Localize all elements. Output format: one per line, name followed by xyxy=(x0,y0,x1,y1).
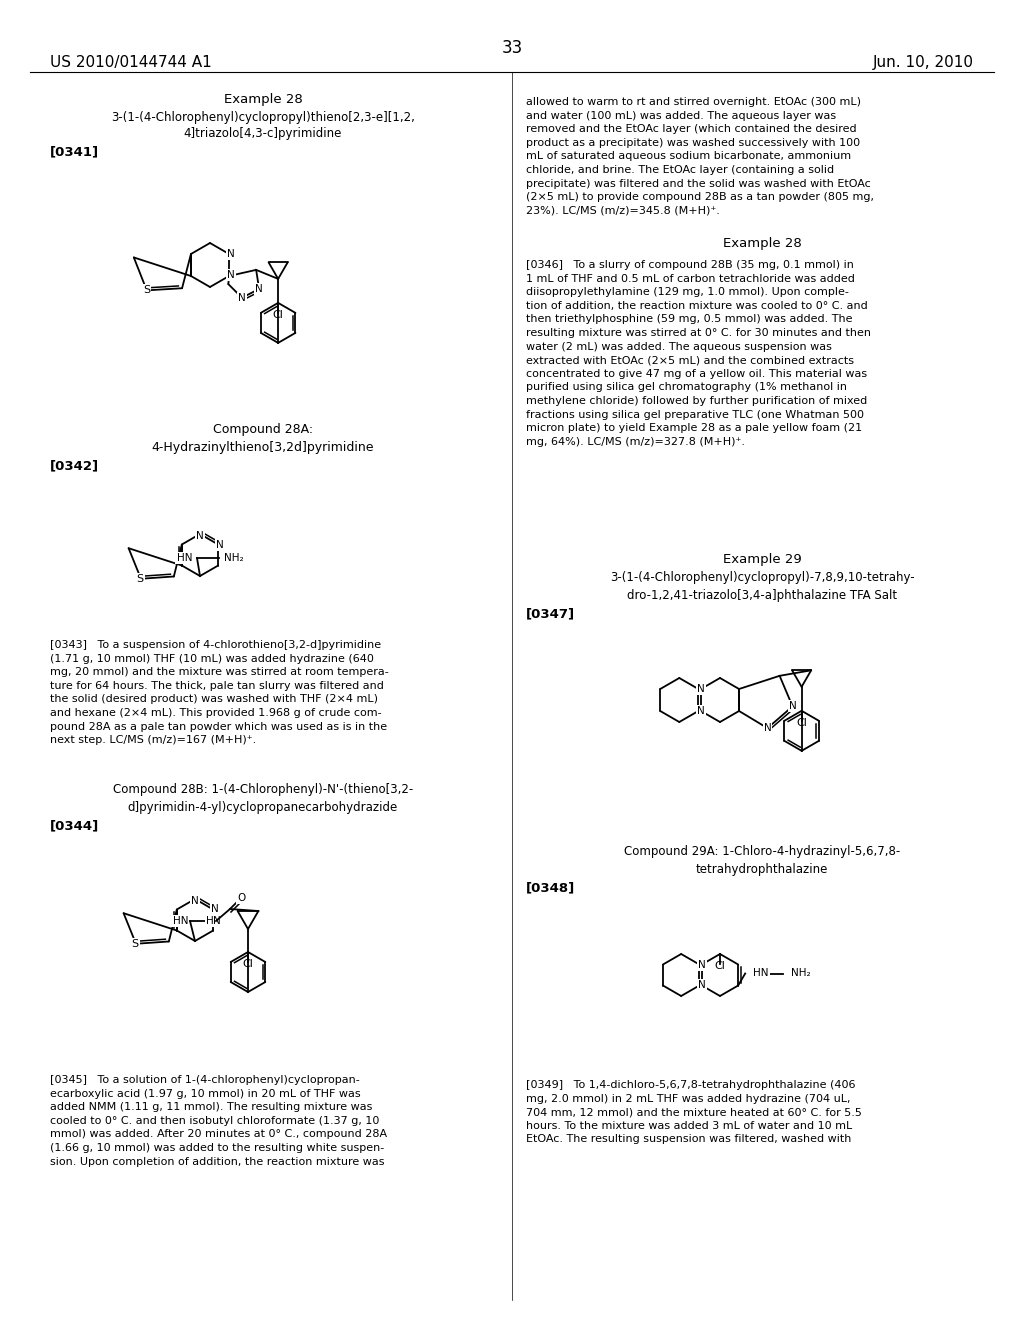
Text: Cl: Cl xyxy=(243,960,253,969)
Text: N: N xyxy=(255,284,263,294)
Text: N: N xyxy=(191,896,199,906)
Text: Jun. 10, 2010: Jun. 10, 2010 xyxy=(873,54,974,70)
Text: S: S xyxy=(143,285,151,296)
Text: N: N xyxy=(213,916,221,927)
Text: N: N xyxy=(216,540,224,549)
Text: [0347]: [0347] xyxy=(526,607,575,620)
Text: tetrahydrophthalazine: tetrahydrophthalazine xyxy=(696,862,828,875)
Text: 33: 33 xyxy=(502,40,522,57)
Text: N: N xyxy=(227,271,234,280)
Text: HN: HN xyxy=(754,969,769,978)
Text: N: N xyxy=(697,684,705,694)
Text: [0343]   To a suspension of 4-chlorothieno[3,2-d]pyrimidine
(1.71 g, 10 mmol) TH: [0343] To a suspension of 4-chlorothieno… xyxy=(50,640,389,746)
Text: allowed to warm to rt and stirred overnight. EtOAc (300 mL)
and water (100 mL) w: allowed to warm to rt and stirred overni… xyxy=(526,96,874,215)
Text: [0348]: [0348] xyxy=(526,882,575,895)
Text: 4]triazolo[4,3-c]pyrimidine: 4]triazolo[4,3-c]pyrimidine xyxy=(184,127,342,140)
Text: N: N xyxy=(698,960,706,969)
Text: HN: HN xyxy=(172,916,188,927)
Text: Cl: Cl xyxy=(715,961,725,972)
Text: Example 28: Example 28 xyxy=(723,236,802,249)
Text: Compound 28A:: Compound 28A: xyxy=(213,424,313,437)
Text: [0341]: [0341] xyxy=(50,145,99,158)
Text: N: N xyxy=(197,531,204,541)
Text: S: S xyxy=(136,574,143,583)
Text: H: H xyxy=(206,916,214,927)
Text: N: N xyxy=(788,701,797,711)
Text: O: O xyxy=(237,894,245,903)
Text: N: N xyxy=(211,904,219,915)
Text: [0342]: [0342] xyxy=(50,459,99,473)
Text: N: N xyxy=(764,723,771,733)
Text: [0349]   To 1,4-dichloro-5,6,7,8-tetrahydrophthalazine (406
mg, 2.0 mmol) in 2 m: [0349] To 1,4-dichloro-5,6,7,8-tetrahydr… xyxy=(526,1080,862,1144)
Text: [0344]: [0344] xyxy=(50,820,99,833)
Text: Compound 28B: 1-(4-Chlorophenyl)-N'-(thieno[3,2-: Compound 28B: 1-(4-Chlorophenyl)-N'-(thi… xyxy=(113,784,413,796)
Text: N: N xyxy=(698,981,706,990)
Text: HN: HN xyxy=(176,553,193,564)
Text: [0345]   To a solution of 1-(4-chlorophenyl)cyclopropan-
ecarboxylic acid (1.97 : [0345] To a solution of 1-(4-chloropheny… xyxy=(50,1074,387,1167)
Text: Compound 29A: 1-Chloro-4-hydrazinyl-5,6,7,8-: Compound 29A: 1-Chloro-4-hydrazinyl-5,6,… xyxy=(624,846,900,858)
Text: d]pyrimidin-4-yl)cyclopropanecarbohydrazide: d]pyrimidin-4-yl)cyclopropanecarbohydraz… xyxy=(128,800,398,813)
Text: N: N xyxy=(239,293,246,302)
Text: N: N xyxy=(697,706,705,715)
Text: 3-(1-(4-Chlorophenyl)cyclopropyl)thieno[2,3-e][1,2,: 3-(1-(4-Chlorophenyl)cyclopropyl)thieno[… xyxy=(111,111,415,124)
Text: [0346]   To a slurry of compound 28B (35 mg, 0.1 mmol) in
1 mL of THF and 0.5 mL: [0346] To a slurry of compound 28B (35 m… xyxy=(526,260,871,446)
Text: NH₂: NH₂ xyxy=(224,553,244,564)
Text: S: S xyxy=(131,939,138,949)
Text: US 2010/0144744 A1: US 2010/0144744 A1 xyxy=(50,54,212,70)
Text: Cl: Cl xyxy=(797,718,807,727)
Text: NH₂: NH₂ xyxy=(792,969,811,978)
Text: 3-(1-(4-Chlorophenyl)cyclopropyl)-7,8,9,10-tetrahy-: 3-(1-(4-Chlorophenyl)cyclopropyl)-7,8,9,… xyxy=(609,572,914,585)
Text: N: N xyxy=(227,249,234,259)
Text: Example 28: Example 28 xyxy=(223,94,302,107)
Text: Example 29: Example 29 xyxy=(723,553,802,566)
Text: dro-1,2,41-triazolo[3,4-a]phthalazine TFA Salt: dro-1,2,41-triazolo[3,4-a]phthalazine TF… xyxy=(627,589,897,602)
Text: Cl: Cl xyxy=(272,310,284,319)
Text: 4-Hydrazinylthieno[3,2d]pyrimidine: 4-Hydrazinylthieno[3,2d]pyrimidine xyxy=(152,441,374,454)
